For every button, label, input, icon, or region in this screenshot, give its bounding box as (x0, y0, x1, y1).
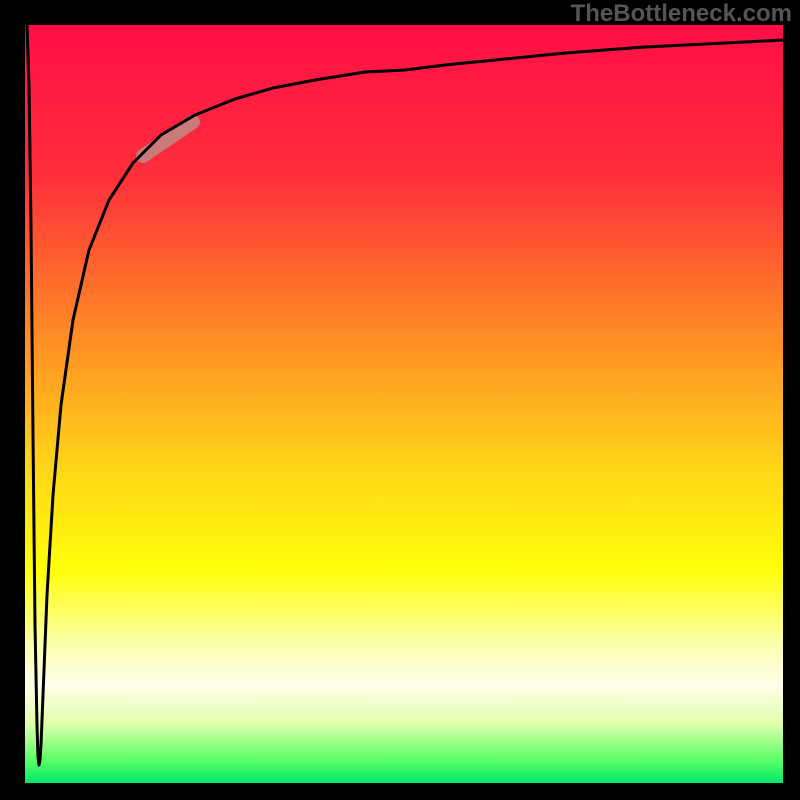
attribution-text: TheBottleneck.com (571, 0, 792, 28)
chart-container: TheBottleneck.com (0, 0, 800, 800)
plot-area (25, 25, 783, 783)
highlight-segment (143, 122, 193, 156)
main-curve (27, 25, 783, 765)
curve-layer (25, 25, 783, 783)
